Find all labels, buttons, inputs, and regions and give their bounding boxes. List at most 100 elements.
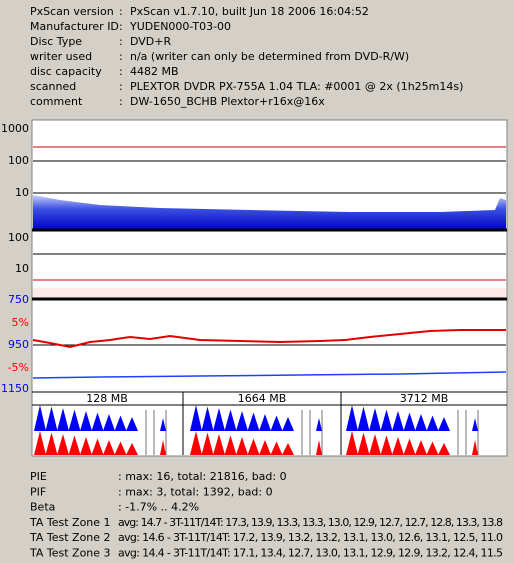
land-peak: [346, 405, 358, 431]
field-value: n/a (writer can only be determined from …: [130, 50, 409, 63]
field-value: PxScan v1.7.10, built Jun 18 2006 16:04:…: [130, 5, 369, 18]
jitter-axis-label: -5%: [8, 361, 29, 374]
land-peak: [236, 411, 248, 431]
result-label: PIF: [30, 485, 46, 498]
pie-axis-label: 1000: [1, 122, 29, 135]
land-peak: [126, 417, 138, 431]
pit-peak: [126, 443, 138, 455]
land-peak: [357, 406, 370, 431]
field-value: DVD+R: [130, 35, 171, 48]
pit-peak: [472, 440, 478, 455]
land-peak: [213, 408, 225, 431]
land-peak: [259, 414, 271, 431]
zone-label: 128 MB: [86, 392, 128, 405]
land-peak: [380, 409, 393, 431]
field-separator: :: [119, 80, 123, 93]
pit-peak: [201, 432, 214, 455]
pit-peak: [57, 434, 69, 455]
pit-peak: [213, 434, 225, 455]
pit-peak: [114, 441, 127, 455]
beta-line: [32, 371, 507, 379]
pif-axis-label: 100: [8, 231, 29, 244]
land-peak: [392, 411, 404, 431]
pit-peak: [34, 431, 46, 455]
land-peak: [34, 405, 46, 431]
pit-peak: [45, 432, 58, 455]
result-label: TA Test Zone 1: [29, 516, 111, 529]
land-peak: [426, 415, 439, 431]
land-peak: [316, 418, 322, 431]
land-peak: [201, 406, 214, 431]
pie-axis-label: 10: [15, 186, 29, 199]
land-peak: [190, 405, 202, 431]
land-peak: [438, 417, 450, 431]
result-value: : max: 3, total: 1392, bad: 0: [118, 485, 273, 498]
pit-peak: [392, 437, 404, 455]
pit-peak: [403, 438, 416, 455]
pit-peak: [103, 440, 115, 455]
zone-label: 3712 MB: [400, 392, 449, 405]
field-label: PxScan version: [30, 5, 114, 18]
land-peak: [247, 412, 260, 431]
field-value: PLEXTOR DVDR PX-755A 1.04 TLA: #0001 @ 2…: [130, 80, 463, 93]
jitter-axis-label: 5%: [12, 316, 29, 329]
pit-peak: [357, 432, 370, 455]
field-label: scanned: [30, 80, 76, 93]
land-peak: [369, 408, 381, 431]
land-peak: [415, 414, 427, 431]
pit-peak: [426, 441, 439, 455]
field-value: YUDEN000-T03-00: [129, 20, 231, 33]
pie-axis-label: 100: [8, 154, 29, 167]
pit-peak: [346, 431, 358, 455]
result-value: : -1.7% .. 4.2%: [118, 501, 199, 514]
field-separator: :: [119, 50, 123, 63]
field-separator: :: [119, 20, 123, 33]
field-label: writer used: [30, 50, 92, 63]
jitter-axis-label: 750: [8, 293, 29, 306]
pit-peak: [316, 440, 322, 455]
pit-peak: [224, 435, 237, 455]
result-value: avg: 14.7 - 3T-11T/14T: 17.3, 13.9, 13.3…: [118, 516, 503, 529]
pit-peak: [91, 438, 104, 455]
pie-noise: [33, 195, 506, 230]
result-value: avg: 14.6 - 3T-11T/14T: 17.2, 13.9, 13.2…: [118, 531, 503, 544]
pit-peak: [282, 443, 294, 455]
land-peak: [103, 414, 115, 431]
land-peak: [57, 408, 69, 431]
field-label: disc capacity: [30, 65, 102, 78]
land-peak: [282, 417, 294, 431]
pit-peak: [236, 437, 248, 455]
result-value: : max: 16, total: 21816, bad: 0: [118, 470, 287, 483]
pit-peak: [380, 435, 393, 455]
field-separator: :: [119, 95, 123, 108]
land-peak: [68, 409, 81, 431]
field-label: comment: [30, 95, 83, 108]
pit-peak: [80, 437, 92, 455]
land-peak: [91, 412, 104, 431]
field-separator: :: [119, 65, 123, 78]
result-label: TA Test Zone 2: [29, 531, 111, 544]
land-peak: [160, 418, 166, 431]
land-peak: [472, 418, 478, 431]
result-value: avg: 14.4 - 3T-11T/14T: 17.1, 13.4, 12.7…: [118, 547, 503, 560]
zone-label: 1664 MB: [238, 392, 287, 405]
land-peak: [45, 406, 58, 431]
result-label: Beta: [30, 501, 55, 514]
pit-peak: [270, 441, 283, 455]
result-label: PIE: [30, 470, 47, 483]
pif-noise: [33, 288, 506, 298]
pit-peak: [369, 434, 381, 455]
jitter-axis-label: 950: [8, 338, 29, 351]
land-peak: [224, 409, 237, 431]
pit-peak: [259, 440, 271, 455]
jitter-line: [32, 329, 506, 349]
pit-peak: [160, 440, 166, 455]
jitter-axis-label: 1150: [1, 382, 29, 395]
field-label: Manufacturer ID: [30, 20, 119, 33]
pit-peak: [438, 443, 450, 455]
pif-axis-label: 10: [15, 262, 29, 275]
field-value: DW-1650_BCHB Plextor+r16x@16x: [130, 95, 325, 108]
field-separator: :: [119, 35, 123, 48]
land-peak: [114, 415, 127, 431]
